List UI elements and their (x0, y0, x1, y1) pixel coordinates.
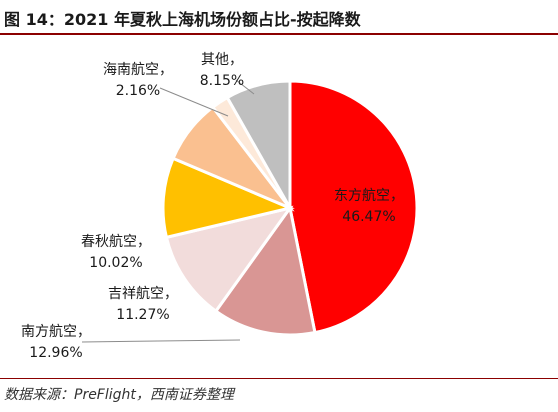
title-divider (0, 33, 558, 35)
leader-line-4 (159, 87, 229, 117)
pie-slice-3 (161, 156, 295, 240)
slice-label-name-2: 吉祥航空， (108, 286, 178, 302)
title-bar: 图 14：2021 年夏秋上海机场份额占比-按起降数 (0, 0, 558, 35)
pie-chart: 东方航空， 46.47% 南方航空， 12.96% 吉祥航空， 11.27% 春秋航空， 10… (21, 52, 419, 361)
slice-label-name-1: 南方航空， (21, 324, 91, 340)
slice-label-name-0: 东方航空， (334, 188, 404, 204)
footer-divider (0, 378, 558, 379)
slice-label-name-4: 海南航空， (103, 62, 173, 78)
pie-slice-2 (164, 205, 294, 314)
pie-chart-area: 东方航空， 46.47% 南方航空， 12.96% 吉祥航空， 11.27% 春秋航空， 10… (0, 36, 558, 374)
leader-line-1 (81, 339, 241, 343)
slice-label-name-3: 春秋航空， (81, 234, 151, 250)
slice-label-value-0: 46.47% (342, 209, 395, 225)
pie-slice-0 (288, 79, 419, 335)
slice-label-value-3: 10.02% (89, 255, 142, 271)
chart-title: 图 14：2021 年夏秋上海机场份额占比-按起降数 (4, 10, 361, 29)
slice-label-value-2: 11.27% (116, 307, 169, 323)
leader-line-5 (235, 79, 255, 95)
pie-slice-6 (225, 79, 292, 214)
slice-label-value-1: 12.96% (29, 345, 82, 361)
source-note: 数据来源：PreFlight，西南证券整理 (4, 387, 234, 403)
slice-label-name-5: 其他， (201, 52, 243, 68)
pie-slice-1 (213, 204, 317, 337)
slice-label-value-4: 2.16% (116, 83, 160, 99)
slice-label-value-5: 8.15% (200, 73, 244, 89)
